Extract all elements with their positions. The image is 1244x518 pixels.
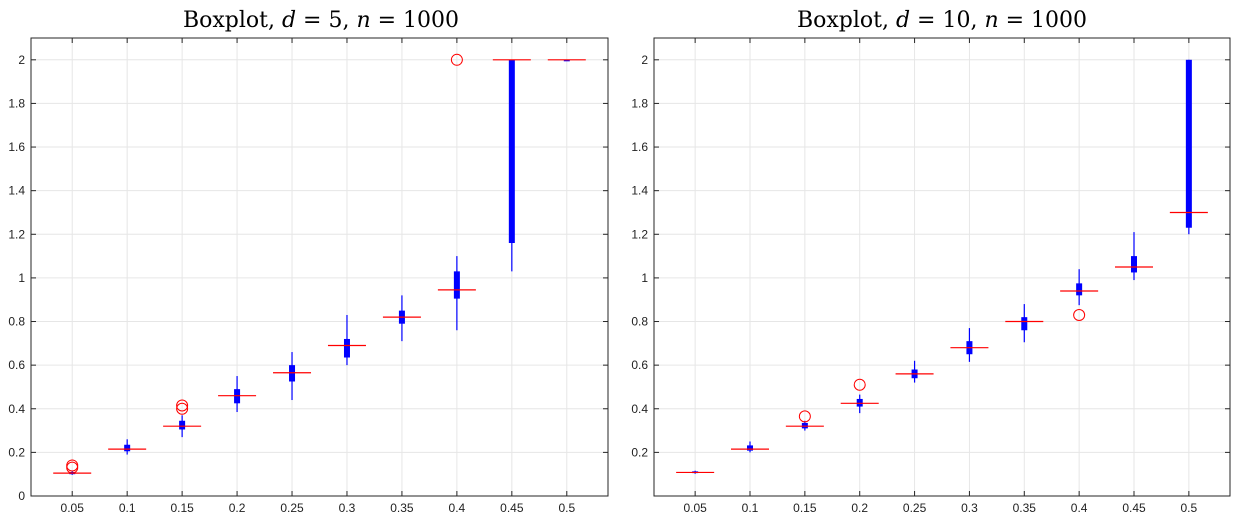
y-tick-label: 1.4 bbox=[631, 184, 648, 198]
boxplot-panel-right: 0.05 0.1 0.15 0.2 0.25 0.3 0.35 0.4 0.45 0.5 0.2 0.… bbox=[631, 8, 1231, 515]
box-body bbox=[508, 59, 515, 244]
chart-title: Boxplot, d = 10, n = 1000 bbox=[797, 8, 1087, 33]
x-tick-label: 0.2 bbox=[851, 501, 868, 515]
y-tick-label: 0.6 bbox=[631, 358, 648, 372]
axes-frame bbox=[30, 37, 609, 497]
title-value: = 5, bbox=[296, 8, 356, 33]
y-tick-label: 1 bbox=[18, 271, 25, 285]
box-0.35 bbox=[382, 295, 421, 342]
box-0.25 bbox=[273, 352, 312, 401]
x-tick-label: 0.35 bbox=[1013, 501, 1037, 515]
x-tick-label: 0.2 bbox=[229, 501, 246, 515]
y-tick-label: 2 bbox=[641, 53, 648, 67]
x-tick-label: 0.1 bbox=[119, 501, 136, 515]
x-tick-label: 0.5 bbox=[558, 501, 575, 515]
box-body bbox=[1076, 283, 1083, 296]
x-tick-label: 0.5 bbox=[1181, 501, 1198, 515]
box-0.05 bbox=[676, 470, 715, 474]
y-tick-label: 1.2 bbox=[8, 227, 25, 241]
box-body bbox=[343, 338, 350, 358]
box-body bbox=[1131, 256, 1137, 273]
box-body bbox=[747, 445, 753, 451]
box-body bbox=[1185, 59, 1192, 228]
outlier-marker bbox=[798, 410, 811, 423]
box-0.3 bbox=[327, 314, 366, 366]
outlier-marker bbox=[450, 53, 463, 66]
box-0.15 bbox=[785, 410, 824, 431]
x-tick-label: 0.05 bbox=[61, 501, 85, 515]
y-tick-label: 0.4 bbox=[8, 402, 25, 416]
axes-frame bbox=[653, 37, 1231, 497]
box-0.1 bbox=[731, 441, 769, 453]
outlier-marker bbox=[176, 402, 189, 415]
box-0.25 bbox=[895, 360, 934, 383]
title-text: Boxplot, bbox=[183, 8, 282, 33]
outlier-marker bbox=[853, 378, 866, 391]
x-tick-label: 0.3 bbox=[339, 501, 356, 515]
box-0.45 bbox=[1115, 232, 1153, 281]
y-tick-label: 1.4 bbox=[8, 184, 25, 198]
box-body bbox=[453, 271, 460, 299]
y-tick-label: 0.2 bbox=[8, 445, 25, 459]
x-tick-label: 0.3 bbox=[961, 501, 978, 515]
chart-title: Boxplot, d = 5, n = 1000 bbox=[183, 8, 459, 33]
box-0.45 bbox=[492, 59, 531, 272]
y-tick-label: 0.8 bbox=[8, 315, 25, 329]
y-tick-label: 1.8 bbox=[631, 96, 648, 110]
outlier-marker bbox=[1073, 308, 1086, 321]
x-tick-label: 0.35 bbox=[390, 501, 414, 515]
x-tick-label: 0.4 bbox=[449, 501, 466, 515]
title-text: Boxplot, bbox=[797, 8, 896, 33]
x-tick-label: 0.4 bbox=[1071, 501, 1088, 515]
x-tick-label: 0.25 bbox=[903, 501, 927, 515]
y-tick-label: 1.6 bbox=[8, 140, 25, 154]
box-0.5 bbox=[547, 59, 586, 62]
box-0.2 bbox=[218, 376, 257, 413]
x-tick-label: 0.05 bbox=[683, 501, 707, 515]
y-tick-label: 1.2 bbox=[631, 227, 648, 241]
title-symbol: n bbox=[984, 8, 998, 33]
y-tick-label: 0 bbox=[18, 489, 25, 503]
box-body bbox=[563, 59, 570, 62]
y-tick-label: 2 bbox=[18, 53, 25, 67]
title-value: = 1000 bbox=[999, 8, 1087, 33]
title-symbol: n bbox=[356, 8, 370, 33]
x-tick-label: 0.15 bbox=[793, 501, 817, 515]
y-tick-label: 0.2 bbox=[631, 445, 648, 459]
box-0.4 bbox=[1060, 269, 1099, 321]
box-0.1 bbox=[108, 439, 147, 455]
title-symbol: d bbox=[896, 8, 910, 33]
box-0.2 bbox=[840, 378, 879, 414]
x-tick-label: 0.25 bbox=[280, 501, 304, 515]
title-value: = 10, bbox=[910, 8, 984, 33]
title-symbol: d bbox=[282, 8, 296, 33]
box-0.5 bbox=[1169, 59, 1208, 235]
box-0.4 bbox=[437, 53, 476, 331]
outlier-marker bbox=[176, 399, 189, 412]
y-tick-label: 0.6 bbox=[8, 358, 25, 372]
x-tick-label: 0.15 bbox=[170, 501, 194, 515]
box-0.15 bbox=[163, 399, 202, 438]
outlier-marker bbox=[66, 459, 79, 472]
x-tick-label: 0.1 bbox=[742, 501, 759, 515]
plot-area bbox=[31, 38, 608, 496]
box-0.35 bbox=[1005, 304, 1044, 343]
box-0.3 bbox=[950, 328, 989, 362]
x-tick-label: 0.45 bbox=[1122, 501, 1146, 515]
y-tick-label: 0.8 bbox=[631, 315, 648, 329]
x-tick-label: 0.45 bbox=[500, 501, 524, 515]
box-body bbox=[124, 444, 131, 452]
y-tick-label: 1.8 bbox=[8, 96, 25, 110]
title-value: = 1000 bbox=[371, 8, 459, 33]
box-0.05 bbox=[53, 459, 92, 475]
box-body bbox=[179, 420, 186, 430]
y-tick-label: 1 bbox=[641, 271, 648, 285]
box-body bbox=[1021, 317, 1028, 331]
y-tick-label: 0.4 bbox=[631, 402, 648, 416]
y-tick-label: 1.6 bbox=[631, 140, 648, 154]
boxplot-panel-left: 0.05 0.1 0.15 0.2 0.25 0.3 0.35 0.4 0.45 0.5 0 0.2 0… bbox=[8, 8, 609, 515]
